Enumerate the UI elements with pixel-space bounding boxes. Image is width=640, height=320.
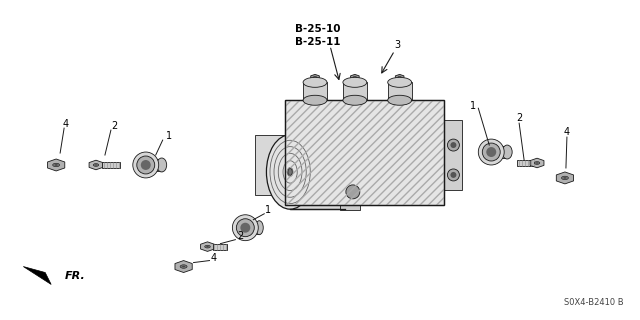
Ellipse shape xyxy=(95,164,97,165)
Ellipse shape xyxy=(288,169,292,175)
Polygon shape xyxy=(530,158,544,168)
Ellipse shape xyxy=(451,142,456,148)
Ellipse shape xyxy=(180,265,187,268)
Polygon shape xyxy=(310,74,319,80)
Ellipse shape xyxy=(206,246,209,247)
Ellipse shape xyxy=(314,77,316,78)
FancyBboxPatch shape xyxy=(343,82,367,100)
FancyBboxPatch shape xyxy=(340,180,360,210)
Ellipse shape xyxy=(502,145,512,159)
Ellipse shape xyxy=(232,215,259,241)
FancyBboxPatch shape xyxy=(255,135,285,195)
FancyBboxPatch shape xyxy=(285,100,444,205)
Polygon shape xyxy=(200,242,214,252)
Ellipse shape xyxy=(54,164,58,166)
Ellipse shape xyxy=(339,135,351,209)
Ellipse shape xyxy=(313,76,317,78)
Ellipse shape xyxy=(343,77,367,87)
Ellipse shape xyxy=(236,219,254,237)
Ellipse shape xyxy=(447,169,460,181)
Ellipse shape xyxy=(255,221,263,235)
Polygon shape xyxy=(396,74,404,80)
Ellipse shape xyxy=(536,162,538,164)
Text: 4: 4 xyxy=(63,119,69,129)
Polygon shape xyxy=(89,160,103,170)
Ellipse shape xyxy=(52,163,60,167)
Ellipse shape xyxy=(534,162,540,164)
FancyBboxPatch shape xyxy=(245,222,259,234)
Text: 4: 4 xyxy=(211,252,216,263)
Ellipse shape xyxy=(447,139,460,151)
FancyBboxPatch shape xyxy=(102,162,120,168)
Ellipse shape xyxy=(388,77,412,87)
Ellipse shape xyxy=(388,95,412,105)
Ellipse shape xyxy=(399,77,401,78)
Text: 1: 1 xyxy=(265,205,271,215)
Ellipse shape xyxy=(303,95,327,105)
Polygon shape xyxy=(556,172,573,184)
Ellipse shape xyxy=(354,77,356,78)
Text: B-25-10
B-25-11: B-25-10 B-25-11 xyxy=(295,24,340,47)
Ellipse shape xyxy=(486,147,496,157)
FancyBboxPatch shape xyxy=(214,244,227,250)
Text: 1: 1 xyxy=(470,101,476,111)
Ellipse shape xyxy=(133,152,159,178)
Ellipse shape xyxy=(398,76,401,78)
Polygon shape xyxy=(175,260,192,273)
Ellipse shape xyxy=(343,95,367,105)
Text: 2: 2 xyxy=(111,121,117,131)
Ellipse shape xyxy=(483,143,500,161)
FancyBboxPatch shape xyxy=(444,120,462,190)
Ellipse shape xyxy=(266,135,314,209)
FancyBboxPatch shape xyxy=(290,135,345,209)
Ellipse shape xyxy=(93,164,99,166)
Ellipse shape xyxy=(157,158,166,172)
Ellipse shape xyxy=(451,172,456,178)
Ellipse shape xyxy=(303,77,327,87)
Text: S0X4-B2410 B: S0X4-B2410 B xyxy=(564,298,623,307)
Text: 1: 1 xyxy=(166,131,172,141)
Ellipse shape xyxy=(346,185,360,199)
Ellipse shape xyxy=(182,266,185,267)
Text: 2: 2 xyxy=(516,113,522,123)
Polygon shape xyxy=(47,159,65,171)
Ellipse shape xyxy=(342,181,364,203)
Text: FR.: FR. xyxy=(65,271,86,282)
FancyBboxPatch shape xyxy=(146,159,162,171)
Text: 3: 3 xyxy=(395,39,401,50)
FancyBboxPatch shape xyxy=(303,82,327,100)
Text: 4: 4 xyxy=(564,127,570,137)
FancyBboxPatch shape xyxy=(492,146,507,158)
Ellipse shape xyxy=(561,176,568,180)
Ellipse shape xyxy=(137,156,155,174)
FancyBboxPatch shape xyxy=(388,82,412,100)
Polygon shape xyxy=(23,267,51,284)
Ellipse shape xyxy=(141,160,151,170)
Text: 2: 2 xyxy=(237,231,243,241)
Ellipse shape xyxy=(205,245,211,248)
FancyBboxPatch shape xyxy=(517,160,535,166)
Polygon shape xyxy=(351,74,359,80)
Ellipse shape xyxy=(353,76,356,78)
Ellipse shape xyxy=(478,139,504,165)
Ellipse shape xyxy=(563,177,566,179)
Ellipse shape xyxy=(241,223,250,233)
